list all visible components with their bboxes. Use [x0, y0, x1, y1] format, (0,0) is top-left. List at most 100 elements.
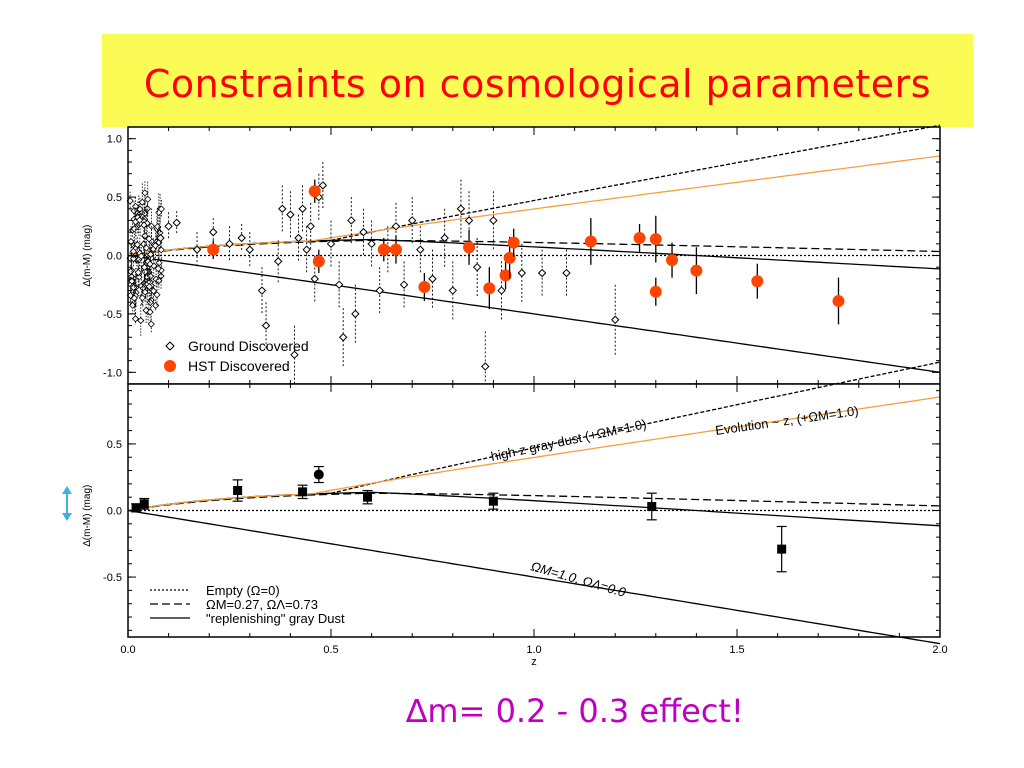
ground-point [127, 238, 135, 246]
binned-point [488, 496, 498, 506]
binned-point [131, 503, 141, 513]
ground-point [147, 250, 155, 259]
ground-point [136, 216, 144, 224]
bottom-panel: 0.50.0-0.50.0 0.5 1.0 1.5 2.0z∆(m-M) (mag)hi… [82, 361, 948, 668]
double-arrow-icon [62, 486, 72, 521]
hst-point [649, 285, 662, 298]
y-tick-label: 0.5 [107, 192, 122, 204]
binned-point [233, 486, 243, 496]
y-axis-label: ∆(m-M) (mag) [82, 485, 93, 547]
ground-point [237, 233, 246, 243]
y-tick-label: 0.0 [107, 506, 122, 518]
ground-point [261, 321, 271, 330]
legend-label: "replenishing" gray Dust [206, 611, 345, 626]
ground-point [146, 308, 154, 316]
ground-point [140, 263, 148, 271]
ground-point [375, 286, 384, 295]
ground-point [141, 268, 149, 276]
ground-point [338, 333, 348, 342]
ground-point [428, 274, 437, 284]
top-panel: 1.0 0.5 0.0 -0.5 -1.0 ∆(m-M) (mag) Ground Disc… [82, 124, 941, 402]
omega-m-1-line [127, 509, 941, 645]
ground-point [137, 317, 145, 325]
ground-point [151, 242, 159, 250]
ground-point [347, 216, 356, 225]
ground-point [143, 205, 152, 213]
ground-point [334, 280, 344, 289]
legend-hst-icon [164, 360, 176, 372]
ground-point [472, 262, 482, 272]
ground-point [153, 291, 161, 299]
ground-point [517, 268, 527, 278]
legend-label: Empty (Ω=0) [206, 583, 280, 598]
ground-point [286, 210, 295, 219]
hst-point [308, 185, 321, 198]
ground-point [298, 204, 307, 213]
hst-point [633, 231, 646, 244]
legend-ground-label: Ground Discovered [188, 338, 309, 354]
ground-point [145, 283, 153, 291]
hst-point [377, 243, 390, 256]
ground-point [155, 259, 163, 267]
ground-point [302, 245, 311, 254]
ground-point [130, 225, 138, 233]
x-tick-label: 0.5 [323, 644, 338, 656]
ground-point [257, 286, 267, 295]
ground-point [138, 294, 146, 302]
omega-m-1-line [127, 254, 941, 373]
binned-point [647, 502, 657, 512]
ground-point [156, 233, 165, 243]
y-axis-label: ∆(m-M) (mag) [82, 225, 93, 287]
ground-point [290, 350, 299, 360]
hst-point [507, 236, 520, 249]
hst-point [649, 233, 662, 246]
ground-point [359, 227, 368, 237]
ground-point [145, 235, 153, 243]
ground-point [144, 195, 152, 203]
ground-point [141, 189, 149, 197]
ground-point [137, 252, 145, 260]
evolution-line [127, 396, 941, 512]
ground-point [140, 221, 148, 229]
hst-point [832, 295, 845, 308]
ground-point [310, 274, 319, 284]
effect-note: ∆m= 0.2 - 0.3 effect! [406, 692, 744, 730]
ground-point [133, 241, 141, 249]
slide-title: Constraints on cosmological parameters [143, 62, 932, 106]
hst-point [584, 235, 597, 248]
ground-point [610, 315, 620, 324]
hst-point [499, 269, 512, 282]
lambda-model-line [127, 239, 941, 257]
binned-point [777, 544, 787, 554]
ground-point [154, 265, 162, 273]
ground-point [143, 219, 151, 227]
ground-point [562, 268, 571, 278]
ground-point [399, 280, 409, 289]
lambda-model-line [127, 492, 941, 512]
ground-point [351, 309, 360, 319]
y-tick-label: 0.5 [107, 439, 122, 451]
ground-point [157, 205, 165, 213]
ground-point [306, 222, 315, 231]
ground-point [172, 218, 181, 227]
hst-point [463, 241, 476, 254]
x-tick-label: 2.0 [932, 644, 947, 656]
ground-point [440, 233, 449, 243]
ground-point [367, 239, 376, 249]
ground-point [416, 245, 425, 254]
binned-point [298, 487, 308, 497]
ground-point [157, 246, 165, 254]
ground-point [130, 294, 138, 302]
ground-point [209, 227, 218, 237]
ground-point [142, 244, 150, 252]
y-tick-label: 1.0 [107, 134, 122, 146]
ground-point [130, 283, 138, 292]
ground-point [274, 257, 283, 266]
hst-point [690, 264, 703, 277]
ground-point [278, 204, 287, 213]
evolution-line [127, 155, 941, 257]
ground-point [135, 273, 143, 281]
ground-point [147, 254, 155, 262]
ground-point [141, 232, 149, 240]
